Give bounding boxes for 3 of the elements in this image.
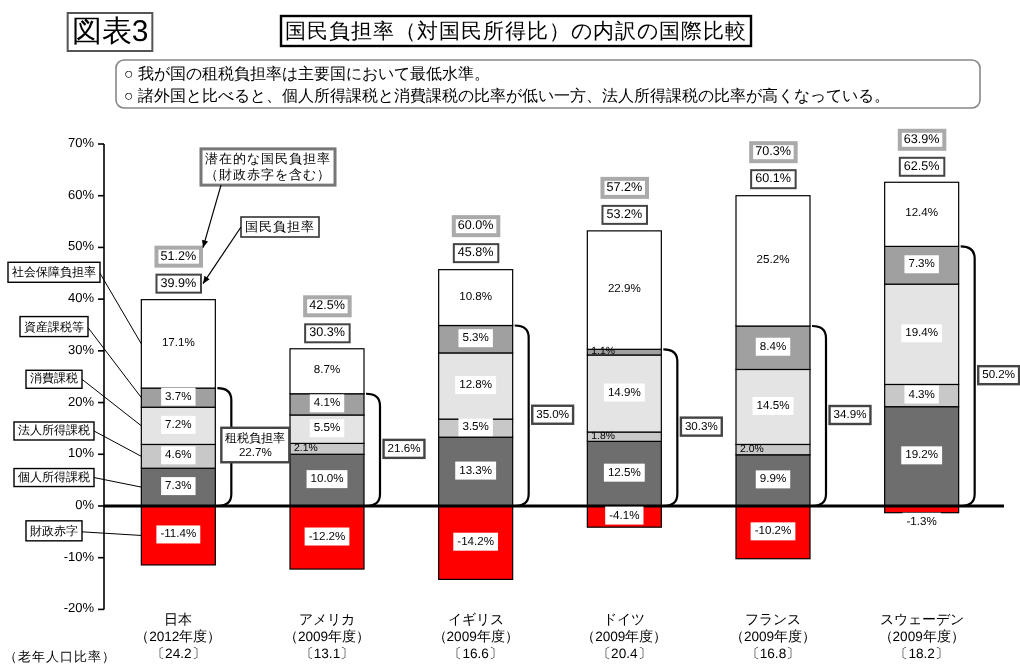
title: 国民負担率（対国民所得比）の内訳の国際比較 [279, 14, 753, 48]
figure-label: 図表3 [66, 12, 154, 52]
chart-title: 国民負担率（対国民所得比）の内訳の国際比較 [285, 18, 747, 44]
